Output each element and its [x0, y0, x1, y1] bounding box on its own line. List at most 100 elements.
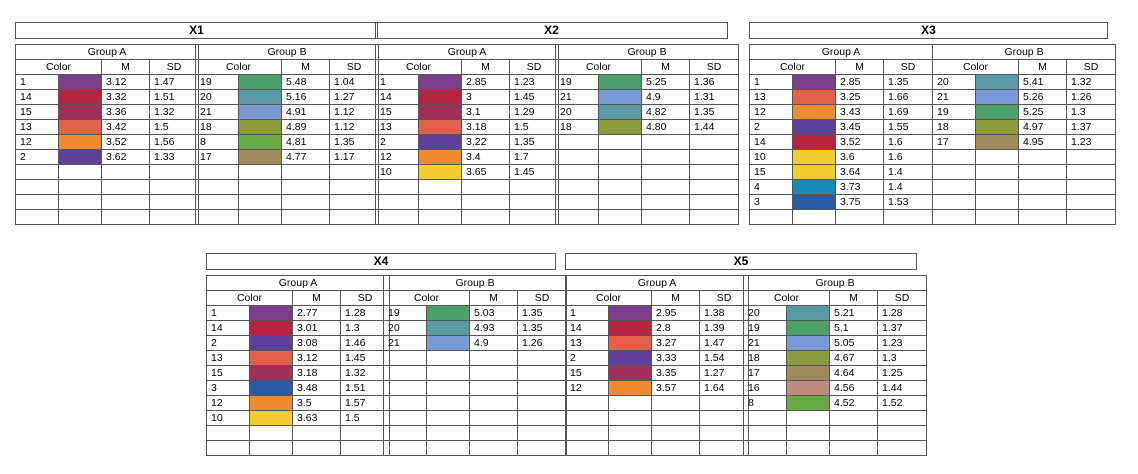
table-row: 10 3.6 1.6	[749, 149, 934, 165]
color-id: 13	[749, 89, 793, 105]
table-row: 1 3.12 1.47	[15, 74, 200, 90]
empty-cell	[876, 440, 928, 456]
mean-value: 3.52	[101, 134, 150, 150]
header-row: Color M SD	[932, 59, 1117, 75]
m-header: M	[292, 290, 341, 306]
color-swatch-cell	[58, 104, 102, 120]
color-swatch-cell	[608, 320, 652, 336]
empty-cell	[555, 164, 599, 180]
group-table: Group B Color M SD 19 5.25 1.36 21 4.9 1.31 20 4.82…	[554, 44, 740, 225]
empty-cell	[743, 410, 787, 426]
m-header: M	[651, 290, 700, 306]
mean-value: 3.27	[651, 335, 700, 351]
stats-table: Group B Color M SD 20 5.41 1.32 21 5.26 1.26 19 5.2…	[931, 44, 1117, 225]
empty-cell	[1065, 194, 1117, 210]
empty-cell	[641, 164, 690, 180]
color-swatch	[250, 366, 292, 380]
m-header: M	[641, 59, 690, 75]
color-swatch-cell	[238, 119, 282, 135]
empty-cell	[1065, 179, 1117, 195]
mean-value: 5.03	[469, 305, 518, 321]
empty-cell	[206, 425, 250, 441]
empty-cell	[101, 194, 150, 210]
empty-cell	[148, 209, 200, 225]
sd-header: SD	[876, 290, 928, 306]
empty-cell	[249, 425, 293, 441]
color-id: 12	[565, 380, 609, 396]
color-swatch	[59, 90, 101, 104]
color-swatch	[419, 150, 461, 164]
empty-cell	[238, 209, 282, 225]
empty-cell	[58, 164, 102, 180]
group-title: Group B	[194, 44, 380, 60]
empty-cell	[383, 440, 427, 456]
sd-header: SD	[516, 290, 568, 306]
empty-cell	[101, 164, 150, 180]
empty-cell	[641, 149, 690, 165]
mean-value: 2.85	[461, 74, 510, 90]
color-swatch	[787, 321, 829, 335]
empty-cell	[15, 179, 59, 195]
color-swatch	[239, 105, 281, 119]
empty-cell	[418, 179, 462, 195]
empty-cell	[598, 149, 642, 165]
color-swatch	[59, 120, 101, 134]
table-row	[743, 410, 928, 426]
color-id: 10	[375, 164, 419, 180]
empty-cell	[383, 350, 427, 366]
empty-cell	[426, 350, 470, 366]
empty-cell	[58, 179, 102, 195]
empty-cell	[555, 194, 599, 210]
color-swatch-cell	[426, 335, 470, 351]
mean-value: 4.82	[641, 104, 690, 120]
empty-cell	[195, 194, 239, 210]
m-header: M	[1018, 59, 1067, 75]
color-swatch-cell	[249, 395, 293, 411]
table-row	[206, 440, 391, 456]
empty-cell	[792, 209, 836, 225]
color-swatch	[609, 351, 651, 365]
sd-value: 1.25	[876, 365, 928, 381]
mean-value: 5.41	[1018, 74, 1067, 90]
empty-cell	[15, 164, 59, 180]
color-id: 3	[749, 194, 793, 210]
group-title-row: Group A	[748, 44, 934, 60]
color-id: 15	[565, 365, 609, 381]
color-swatch-cell	[786, 320, 830, 336]
mean-value: 2.8	[651, 320, 700, 336]
color-swatch	[793, 195, 835, 209]
table-row	[15, 209, 200, 225]
color-swatch-cell	[238, 149, 282, 165]
m-header: M	[835, 59, 884, 75]
mean-value: 3.75	[835, 194, 884, 210]
color-swatch	[250, 321, 292, 335]
color-id: 21	[555, 89, 599, 105]
sd-value: 1.56	[148, 134, 200, 150]
mean-value: 3.08	[292, 335, 341, 351]
mean-value: 3.33	[651, 350, 700, 366]
color-swatch-cell	[786, 335, 830, 351]
empty-cell	[555, 209, 599, 225]
color-swatch-cell	[792, 74, 836, 90]
color-id: 19	[383, 305, 427, 321]
table-row	[15, 179, 200, 195]
table-row	[555, 209, 740, 225]
mean-value: 4.67	[829, 350, 878, 366]
table-row: 15 3.1 1.29	[375, 104, 560, 120]
table-row	[375, 209, 560, 225]
color-swatch-cell	[598, 104, 642, 120]
table-row: 15 3.18 1.32	[206, 365, 391, 381]
sd-value: 1.45	[508, 164, 560, 180]
stats-table: Group B Color M SD 19 5.25 1.36 21 4.9 1.31 20 4.82…	[554, 44, 740, 225]
color-id: 19	[743, 320, 787, 336]
color-swatch-cell	[608, 380, 652, 396]
table-row: 13 3.27 1.47	[565, 335, 750, 351]
sd-header: SD	[148, 59, 200, 75]
empty-cell	[426, 410, 470, 426]
empty-cell	[328, 179, 380, 195]
empty-cell	[565, 440, 609, 456]
table-row	[555, 194, 740, 210]
color-id: 12	[375, 149, 419, 165]
color-swatch	[250, 306, 292, 320]
color-swatch-cell	[418, 74, 462, 90]
